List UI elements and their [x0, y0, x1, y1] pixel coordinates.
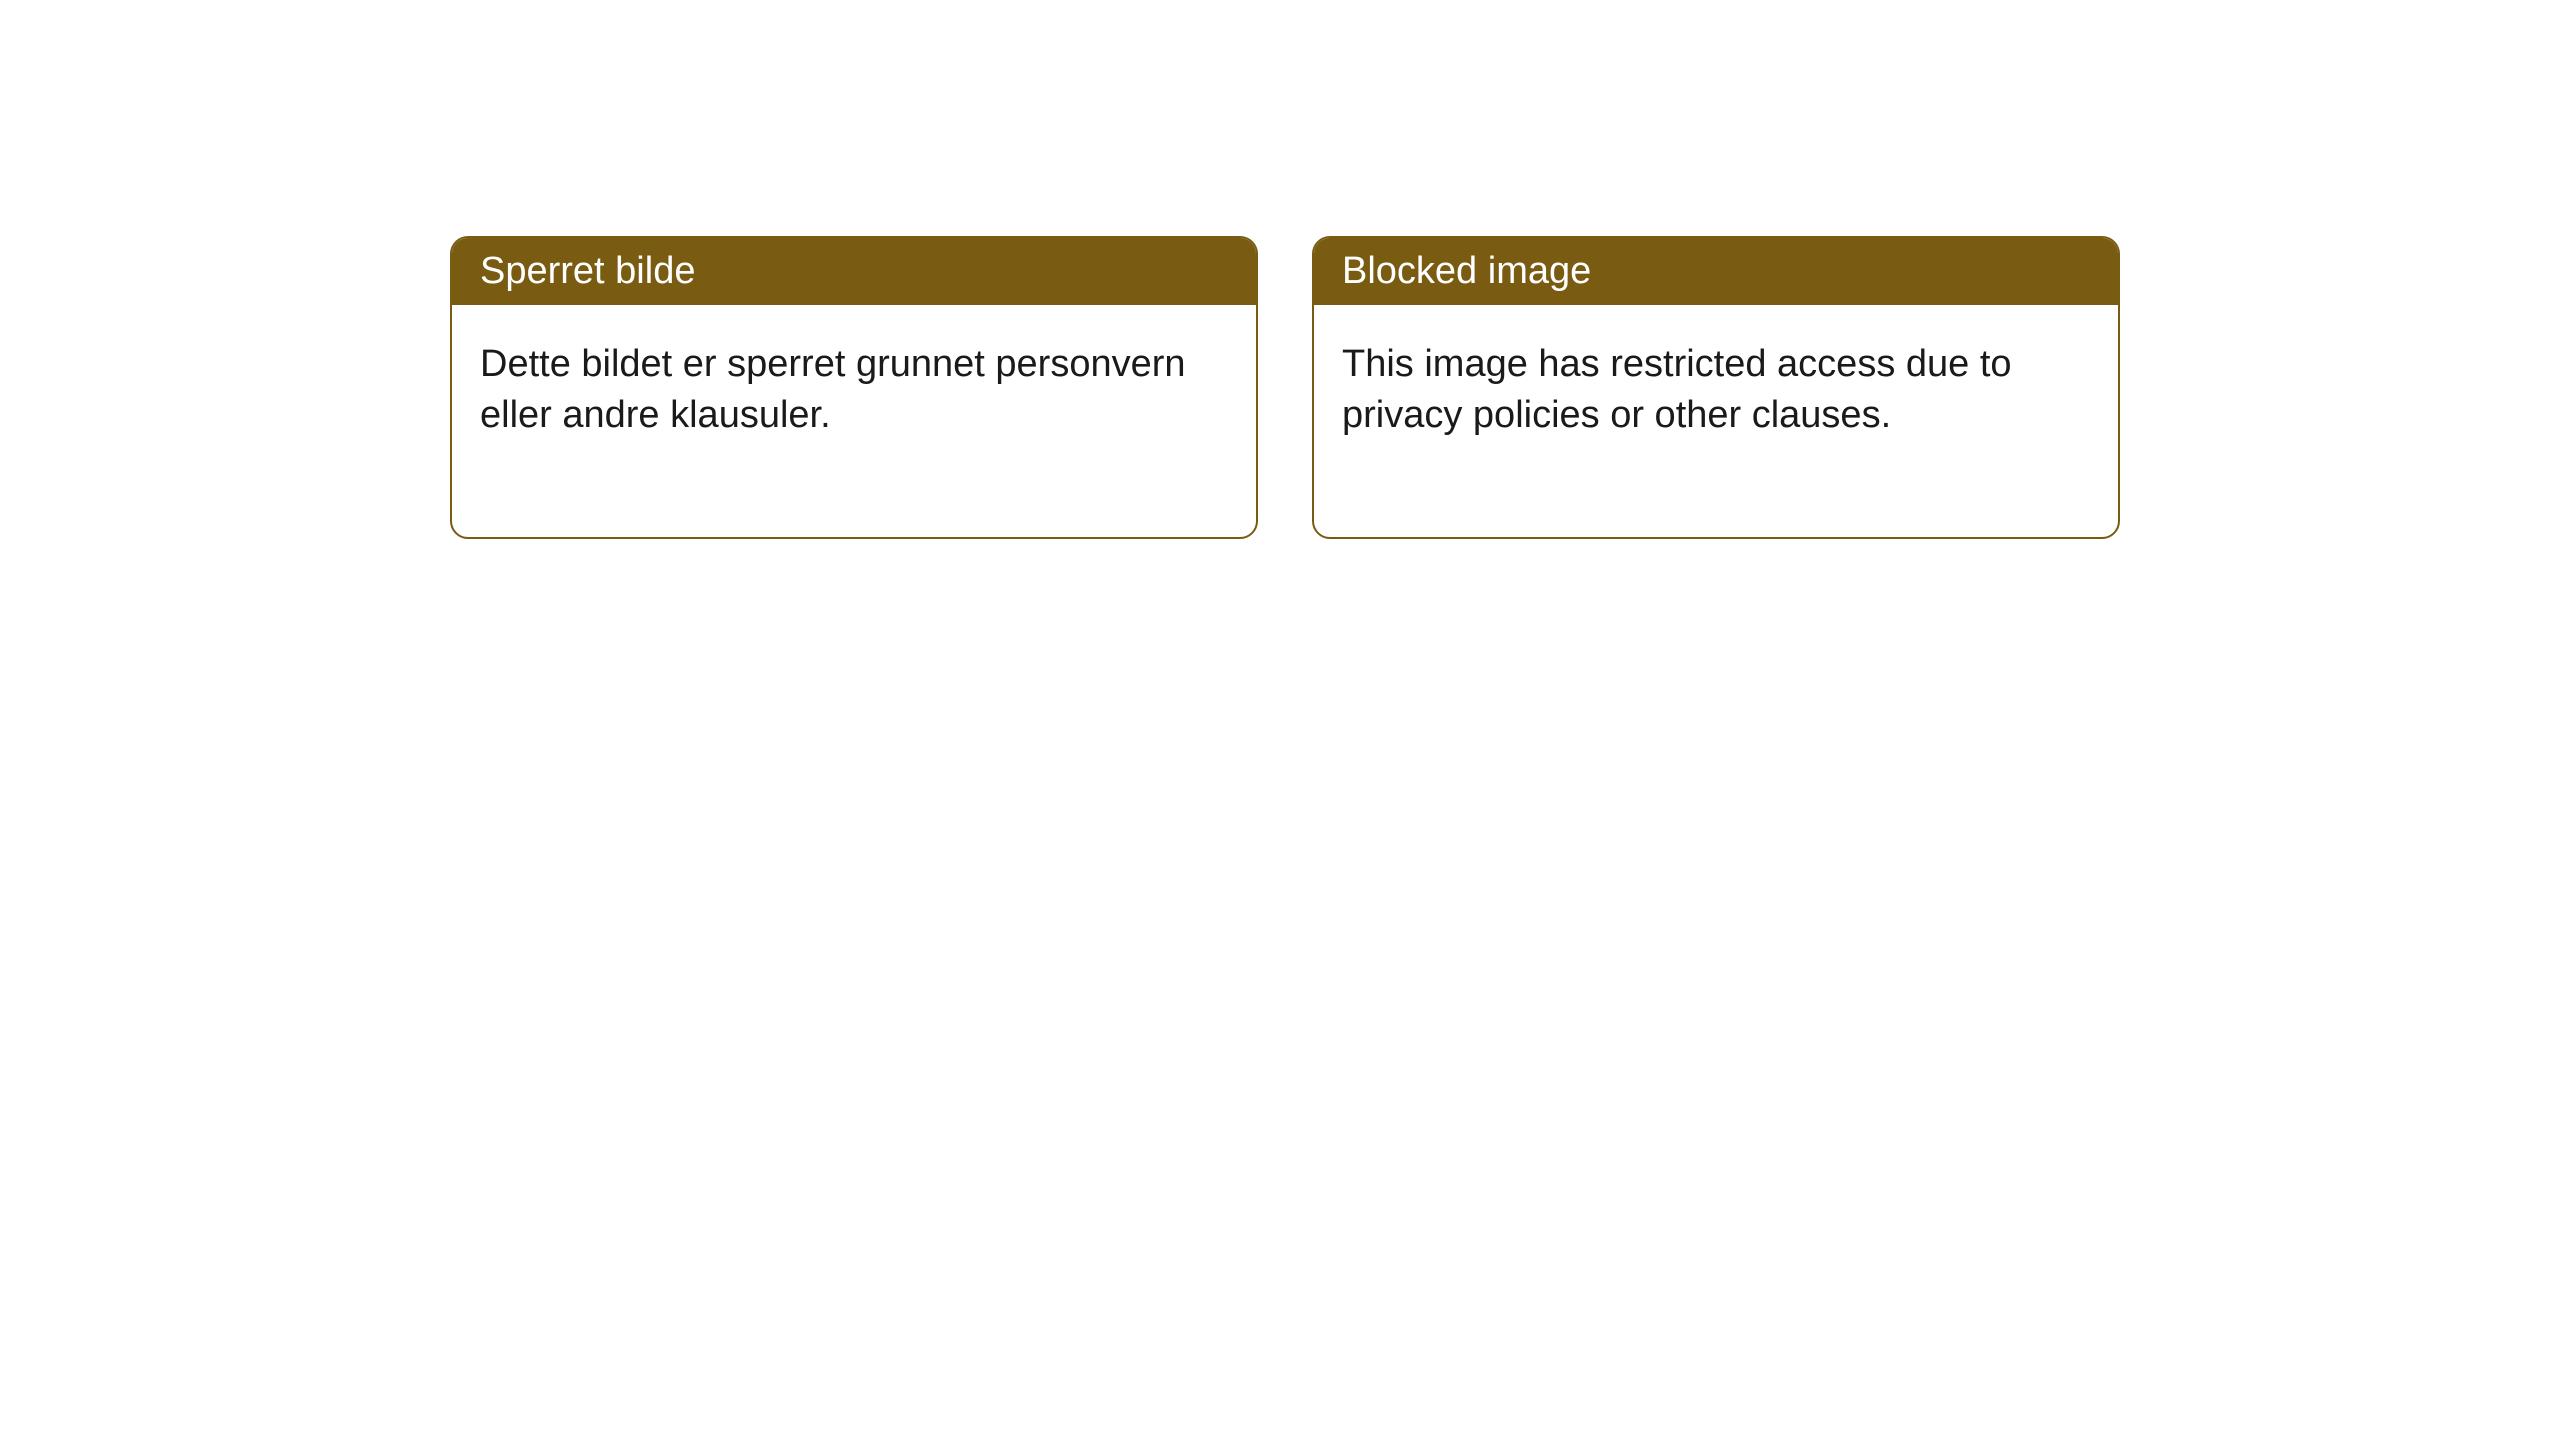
- notice-header: Sperret bilde: [452, 238, 1256, 305]
- notice-container: Sperret bilde Dette bildet er sperret gr…: [450, 236, 2120, 539]
- notice-header: Blocked image: [1314, 238, 2118, 305]
- notice-body: Dette bildet er sperret grunnet personve…: [452, 305, 1256, 537]
- notice-body: This image has restricted access due to …: [1314, 305, 2118, 537]
- notice-card-english: Blocked image This image has restricted …: [1312, 236, 2120, 539]
- notice-card-norwegian: Sperret bilde Dette bildet er sperret gr…: [450, 236, 1258, 539]
